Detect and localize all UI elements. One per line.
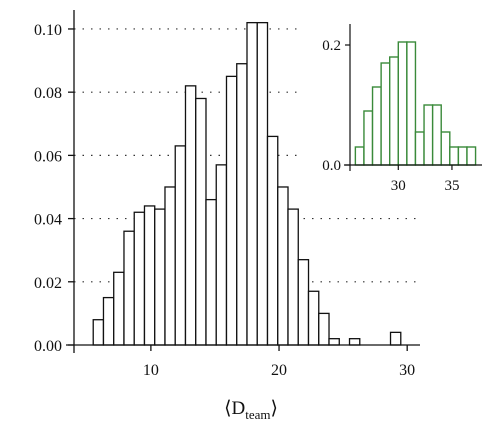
histogram-bar [184, 85, 197, 346]
main-ticks: 0.00 0.02 0.04 0.06 0.08 0.10 10 20 30 [34, 22, 415, 379]
histogram-bar [113, 271, 125, 346]
histogram-bar [328, 338, 340, 346]
histogram-bar [266, 135, 279, 346]
inset-histogram-bar [406, 41, 417, 166]
inset-histogram-bar [397, 41, 408, 166]
histogram-bar [102, 296, 115, 346]
histogram-bar [133, 211, 146, 346]
y-tick-label: 0.10 [34, 22, 62, 39]
histogram-bar [307, 290, 320, 346]
inset-x-tick-label: 30 [391, 178, 406, 194]
y-tick-label: 0.08 [34, 85, 62, 102]
histogram-bar [164, 186, 176, 346]
inset-bars [354, 41, 477, 166]
histogram-bar [318, 312, 330, 346]
main-bars [92, 21, 402, 346]
inset-histogram-bar [440, 131, 451, 166]
inset-histogram-bar [431, 104, 442, 166]
inset-y-tick-label: 0.0 [322, 158, 341, 174]
inset-histogram-bar [457, 146, 468, 166]
inset-x-tick-label: 35 [444, 178, 459, 194]
inset-histogram-bar [363, 110, 374, 166]
inset-ticks: 0.0 0.2 30 35 [322, 38, 459, 194]
inset-y-tick-label: 0.2 [322, 38, 341, 54]
histogram-bar [195, 97, 207, 346]
histogram-bar [205, 198, 217, 346]
inset-histogram-bar [380, 62, 391, 166]
histogram-bar [389, 331, 402, 346]
y-tick-label: 0.00 [34, 338, 62, 355]
inset-histogram-bar [371, 86, 382, 166]
histogram-bar [246, 21, 258, 346]
main-axes [66, 10, 420, 353]
x-tick-label: 30 [399, 362, 415, 379]
inset-axes [344, 24, 482, 171]
histogram-bar [154, 208, 166, 346]
histogram-bar [287, 208, 299, 346]
histogram-bar [174, 145, 187, 346]
histogram-bar [348, 338, 361, 346]
inset-panel: 0.0 0.2 30 35 [300, 18, 488, 200]
x-axis-title-main: ⟨D [224, 398, 245, 419]
histogram-bar [236, 63, 248, 346]
x-tick-label: 10 [143, 362, 159, 379]
inset-histogram-bar [449, 146, 460, 166]
histogram-bar [256, 21, 269, 346]
inset-histogram-bar [414, 131, 425, 166]
histogram-bar [143, 205, 156, 346]
y-tick-label: 0.06 [34, 148, 62, 165]
inset-histogram-bar [423, 104, 434, 166]
histogram-bar [123, 230, 135, 346]
y-tick-label: 0.04 [34, 212, 62, 229]
x-axis-title: ⟨Dteam⟩ [224, 398, 278, 422]
histogram-bar [215, 164, 228, 346]
x-axis-title-close: ⟩ [270, 398, 277, 419]
histogram-bar [277, 186, 289, 346]
inset-histogram-bar [389, 56, 399, 166]
y-tick-label: 0.02 [34, 275, 62, 292]
inset-histogram-bar [466, 146, 477, 166]
x-axis-title-subscript: team [245, 407, 270, 422]
histogram-bar [297, 259, 310, 346]
histogram-bar [92, 319, 105, 346]
x-tick-label: 20 [271, 362, 287, 379]
histogram-bar [225, 75, 238, 346]
inset-histogram-bar [354, 146, 365, 166]
